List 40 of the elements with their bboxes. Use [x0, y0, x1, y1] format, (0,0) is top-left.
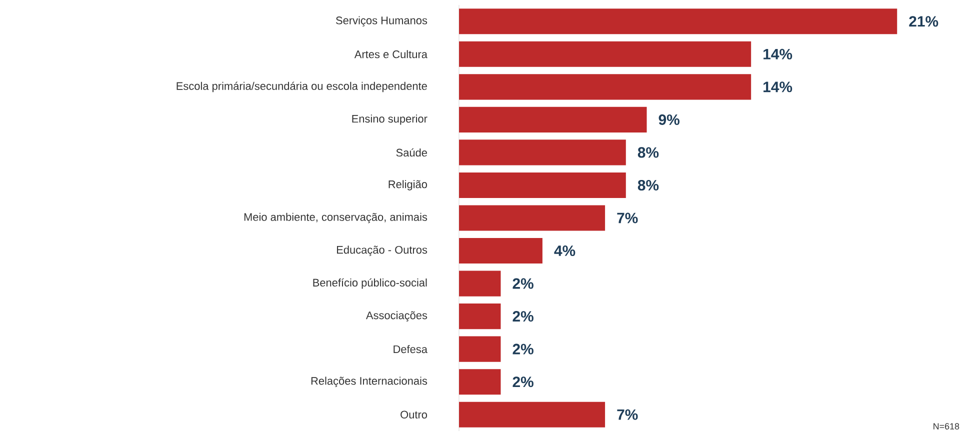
data-label: 7% — [617, 212, 638, 224]
y-tick-label: Saúde — [396, 148, 427, 157]
y-tick-label: Defesa — [394, 345, 428, 354]
y-tick-label: Serviços Humanos — [336, 16, 428, 27]
bar — [459, 402, 606, 428]
data-label: 9% — [658, 114, 680, 125]
bar — [459, 41, 752, 67]
y-tick-label: Relações Internacionais — [311, 376, 428, 387]
y-tick-label: Educação - Outros — [337, 246, 428, 256]
bar — [459, 140, 626, 166]
y-tick-label: Religião — [388, 180, 427, 190]
y-tick-label: Benefício público-social — [313, 278, 427, 289]
bar — [459, 369, 501, 395]
data-label: 2% — [512, 278, 534, 289]
y-tick-label: Meio ambiente, conservação, animais — [244, 212, 428, 224]
bar — [459, 270, 501, 296]
data-label: 4% — [554, 246, 576, 256]
data-label: 7% — [617, 409, 638, 420]
y-tick-label: Artes e Cultura — [354, 50, 428, 58]
data-label: 8% — [638, 147, 659, 158]
data-label: 2% — [512, 311, 534, 322]
y-tick-label: Ensino superior — [352, 114, 428, 125]
bar — [459, 106, 647, 132]
bar — [459, 172, 626, 198]
data-label: 2% — [512, 376, 534, 388]
text: N=618 — [934, 423, 960, 430]
data-label: 21% — [909, 16, 938, 27]
bar — [459, 205, 606, 231]
bar — [459, 74, 752, 100]
bar — [459, 304, 501, 330]
y-tick-label: Outro — [400, 410, 428, 418]
data-label: 8% — [638, 180, 659, 191]
data-label: 14% — [764, 48, 792, 60]
bar — [459, 238, 542, 264]
y-tick-label: Associações — [366, 311, 428, 322]
bar — [459, 8, 898, 34]
bar — [459, 336, 501, 362]
data-label: 14% — [764, 82, 792, 92]
y-tick-label: Escola primária/secundária ou escola independente — [176, 82, 427, 92]
data-label: 2% — [512, 344, 534, 354]
